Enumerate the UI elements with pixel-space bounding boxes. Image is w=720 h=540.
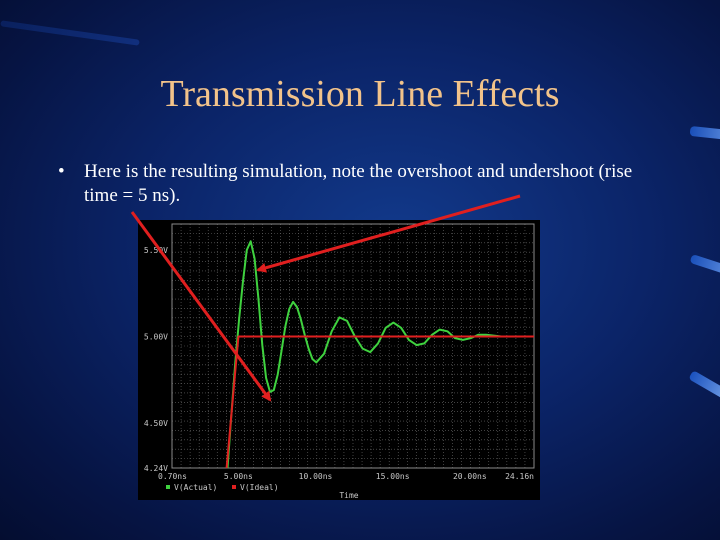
x-tick-label: 15.00ns <box>376 472 410 481</box>
background-streak <box>688 370 720 400</box>
x-tick-label: 5.00ns <box>224 472 253 481</box>
legend-label-ideal: V(Ideal) <box>240 483 279 492</box>
x-tick-label: 20.00ns <box>453 472 487 481</box>
y-tick-label: 4.24V <box>144 464 168 473</box>
x-tick-label: 24.16n <box>505 472 534 481</box>
background-streak <box>689 254 720 275</box>
background-streak <box>0 20 140 46</box>
legend-marker-actual <box>166 485 170 489</box>
y-tick-label: 5.50V <box>144 246 168 255</box>
y-tick-label: 5.00V <box>144 332 168 341</box>
bullet-text: Here is the resulting simulation, note t… <box>84 161 633 206</box>
slide-title: Transmission Line Effects <box>160 73 560 115</box>
x-tick-label: 0.70ns <box>158 472 187 481</box>
legend-marker-ideal <box>232 485 236 489</box>
x-tick-label: 10.00ns <box>299 472 333 481</box>
bullet-marker: • <box>58 161 65 182</box>
legend-label-actual: V(Actual) <box>174 483 217 492</box>
y-tick-label: 4.50V <box>144 419 168 428</box>
bullet-point: • Here is the resulting simulation, note… <box>58 160 658 208</box>
background-streak <box>689 125 720 141</box>
simulation-chart: 5.50V 5.00V 4.50V 4.24V 0.70ns 5.00ns 10.00ns 1… <box>138 220 540 500</box>
x-axis-label: Time <box>339 491 358 500</box>
